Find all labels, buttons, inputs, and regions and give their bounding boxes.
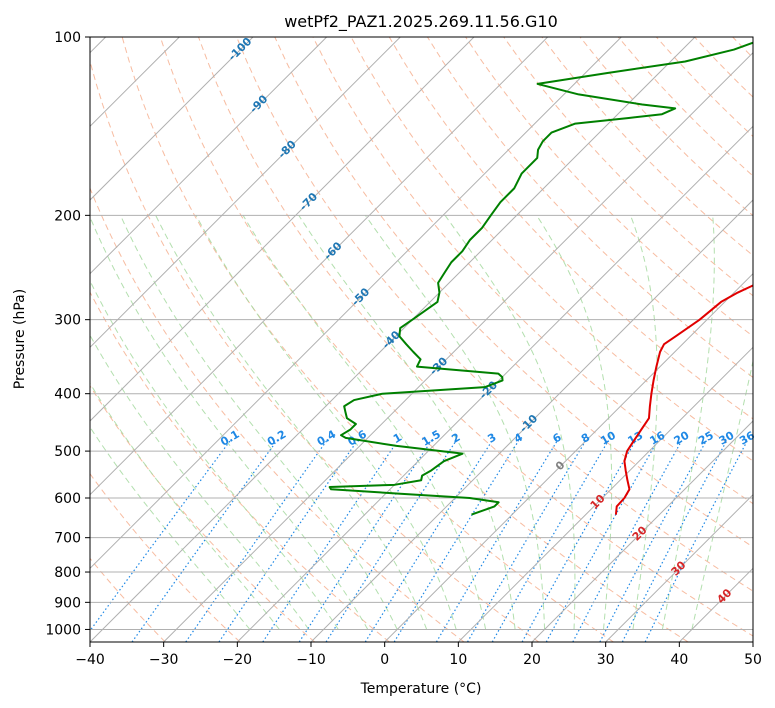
isotherm-line — [531, 420, 753, 642]
mixing-ratio-line — [644, 440, 748, 642]
mixing-ratio-line — [325, 440, 457, 642]
x-tick-label: 30 — [597, 652, 615, 668]
mixing-ratio-line — [131, 440, 278, 642]
mixing-ratio-line — [298, 440, 432, 642]
mixing-ratio-line — [435, 440, 558, 642]
mixing-ratio-line — [364, 440, 493, 642]
dry-adiabat — [503, 37, 753, 297]
chart-title: wetPf2_PAZ1.2025.269.11.56.G10 — [284, 12, 558, 32]
isotherm-line — [310, 199, 753, 642]
dry-adiabat — [90, 291, 390, 642]
dry-adiabat — [121, 37, 614, 642]
mixing-ratio-line — [262, 440, 399, 642]
mixing-ratio-line — [90, 440, 231, 632]
isotherm-line — [384, 272, 753, 642]
y-tick-label: 1000 — [45, 622, 81, 638]
x-tick-label: −40 — [75, 652, 105, 668]
x-tick-label: −20 — [223, 652, 253, 668]
temperature-profile-line — [614, 284, 753, 515]
isotherm-line — [90, 37, 549, 496]
dewpoint-profile-line — [328, 41, 753, 516]
mixing-ratio-line — [185, 440, 328, 642]
mixing-ratio-line — [466, 440, 587, 642]
isotherm-line — [90, 37, 328, 275]
isotherm-line — [90, 37, 475, 422]
isotherm-line — [90, 37, 401, 349]
mixing-ratio-line — [521, 440, 637, 642]
x-axis-title: Temperature (°C) — [360, 681, 482, 697]
dry-adiabat — [426, 37, 753, 378]
x-tick-label: 50 — [744, 652, 762, 668]
isotherm-line — [163, 51, 753, 642]
x-tick-label: −30 — [149, 652, 179, 668]
isotherm-line — [90, 37, 622, 570]
mixing-ratio-line — [545, 440, 659, 642]
moist-adiabat — [120, 215, 398, 630]
isotherm-line — [605, 493, 753, 642]
dry-adiabat — [388, 37, 753, 420]
x-tick-label: 10 — [449, 652, 467, 668]
moist-adiabat — [90, 279, 339, 630]
x-tick-label: 40 — [670, 652, 688, 668]
y-axis-title: Pressure (hPa) — [12, 289, 28, 389]
x-axis-ticks: −40 −30 −20 −10 0 10 20 30 40 50 — [75, 642, 762, 668]
y-tick-label: 500 — [54, 444, 81, 460]
dry-adiabat — [236, 37, 753, 592]
x-tick-label: −10 — [296, 652, 326, 668]
moist-adiabat — [242, 215, 487, 630]
mixing-ratio-line — [572, 440, 683, 642]
dry-adiabat — [350, 37, 753, 462]
dry-adiabat — [90, 472, 241, 642]
y-tick-label: 100 — [54, 30, 81, 46]
profile-lines — [328, 41, 753, 516]
y-tick-label: 900 — [54, 595, 81, 611]
dry-adiabat — [90, 384, 316, 642]
isotherm-line — [236, 125, 753, 642]
moist-adiabat — [90, 334, 310, 630]
y-tick-label: 800 — [54, 565, 81, 581]
isotherm-line — [90, 37, 696, 642]
x-tick-label: 0 — [380, 652, 389, 668]
dry-adiabat — [274, 37, 753, 548]
y-tick-label: 700 — [54, 531, 81, 547]
y-tick-label: 600 — [54, 491, 81, 507]
isotherm-line — [90, 37, 254, 201]
mixing-ratio-line — [218, 440, 358, 642]
x-tick-label: 20 — [523, 652, 541, 668]
dry-adiabat — [465, 37, 753, 337]
dry-adiabat — [159, 37, 689, 642]
dry-adiabat — [312, 37, 753, 505]
plot-frame — [89, 36, 754, 643]
y-tick-label: 300 — [54, 313, 81, 329]
y-axis-ticks: 100 200 300 400 500 600 700 800 900 1000 — [45, 30, 90, 638]
y-tick-label: 200 — [54, 208, 81, 224]
isotherm-line — [457, 346, 753, 642]
y-tick-label: 400 — [54, 387, 81, 403]
background-lines — [90, 37, 753, 642]
dry-adiabat — [90, 186, 465, 642]
